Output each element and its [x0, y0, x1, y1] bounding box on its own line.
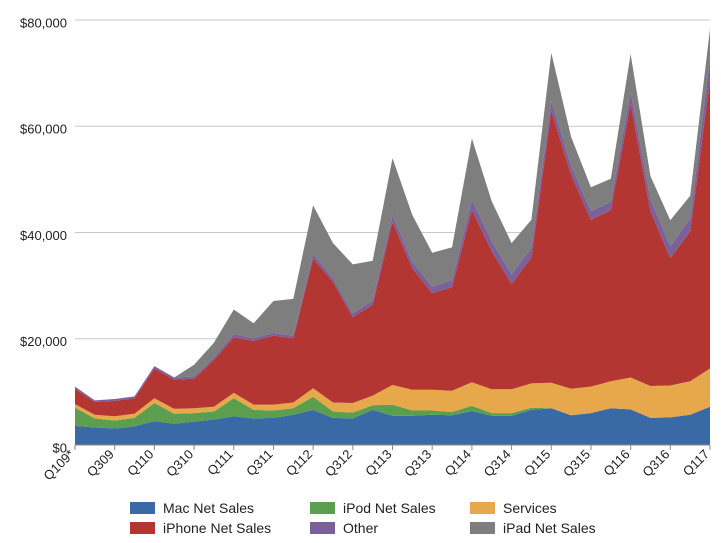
chart-svg: $0$20,000$40,000$60,000$80,000Q109*Q309Q…: [0, 0, 721, 543]
x-tick-label: Q314: [481, 447, 514, 480]
x-tick-label: Q312: [322, 447, 355, 480]
legend-item-iphone: iPhone Net Sales: [130, 519, 310, 537]
legend-item-mac: Mac Net Sales: [130, 499, 310, 517]
x-tick-label: Q113: [362, 447, 394, 479]
legend-item-other: Other: [310, 519, 470, 537]
y-tick-label: $40,000: [20, 228, 67, 243]
y-tick-label: $80,000: [20, 15, 67, 30]
x-tick-label: Q316: [639, 447, 672, 480]
legend-item-services: Services: [470, 499, 630, 517]
series-area-iphone: [75, 80, 710, 417]
legend-label: Services: [503, 500, 557, 516]
legend-label: iPad Net Sales: [503, 520, 596, 536]
legend-label: iPhone Net Sales: [163, 520, 271, 536]
legend-swatch: [470, 502, 495, 514]
legend-label: Mac Net Sales: [163, 500, 254, 516]
x-tick-label: Q110: [124, 447, 156, 479]
x-tick-label: Q112: [283, 447, 315, 479]
x-tick-label: Q111: [204, 447, 236, 479]
y-tick-label: $60,000: [20, 122, 67, 137]
legend-item-ipod: iPod Net Sales: [310, 499, 470, 517]
legend-item-ipad: iPad Net Sales: [470, 519, 630, 537]
legend-label: Other: [343, 520, 378, 536]
x-tick-label: Q315: [560, 447, 593, 480]
legend-swatch: [130, 502, 155, 514]
x-tick-label: Q114: [442, 447, 474, 479]
legend: Mac Net Sales iPod Net Sales Services iPhon…: [130, 499, 630, 537]
legend-swatch: [310, 522, 335, 534]
legend-swatch: [130, 522, 155, 534]
legend-label: iPod Net Sales: [343, 500, 436, 516]
y-tick-label: $20,000: [20, 334, 67, 349]
x-tick-label: Q117: [680, 447, 712, 479]
x-tick-label: Q310: [163, 447, 196, 480]
x-tick-label: Q313: [401, 447, 434, 480]
x-tick-label: Q309: [84, 447, 117, 480]
x-tick-label: Q116: [600, 447, 632, 479]
legend-swatch: [310, 502, 335, 514]
stacked-area-chart: $0$20,000$40,000$60,000$80,000Q109*Q309Q…: [0, 0, 721, 543]
legend-swatch: [470, 522, 495, 534]
x-tick-label: Q311: [243, 447, 275, 479]
x-tick-label: Q115: [521, 447, 553, 479]
